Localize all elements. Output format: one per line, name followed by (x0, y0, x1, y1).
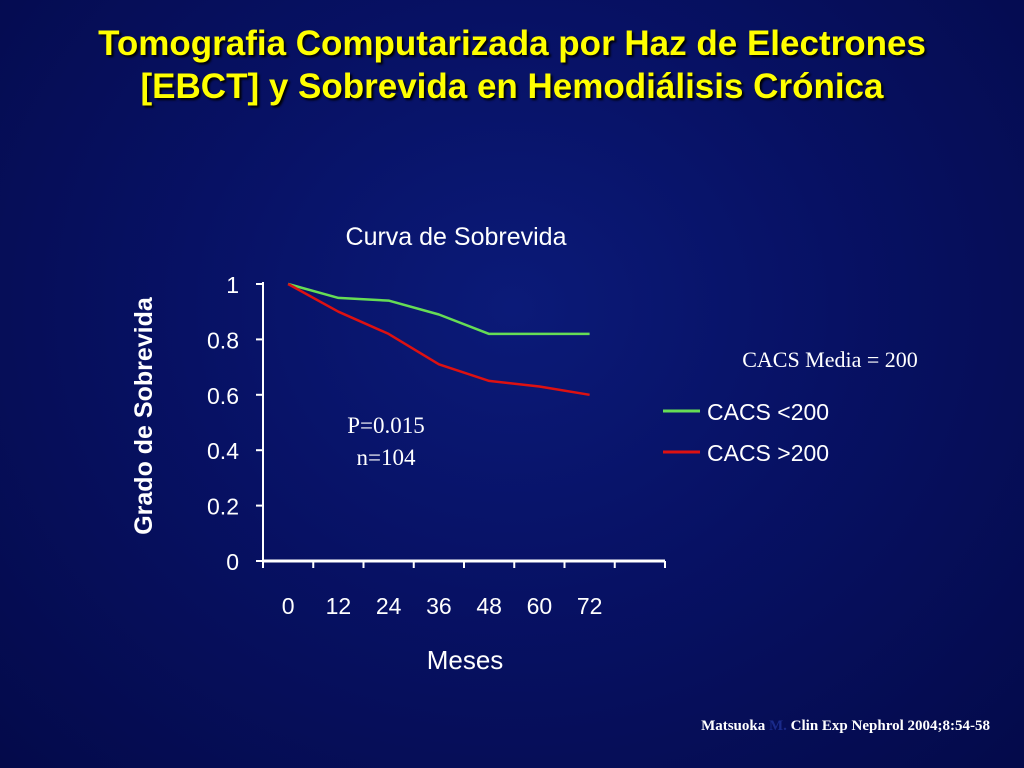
x-tick-label: 48 (476, 593, 502, 619)
citation: Matsuoka M. Clin Exp Nephrol 2004;8:54-5… (701, 718, 990, 735)
x-tick-label: 24 (376, 593, 402, 619)
y-axis-label: Grado de Sobrevida (130, 296, 158, 535)
x-tick-label: 36 (426, 593, 452, 619)
citation-author: Matsuoka (701, 718, 766, 734)
y-tick-label: 0 (226, 549, 239, 575)
citation-reference: Clin Exp Nephrol 2004;8:54-58 (790, 718, 990, 734)
x-axis-label: Meses (427, 645, 504, 675)
legend-label: CACS >200 (707, 440, 829, 466)
legend-label: CACS <200 (707, 399, 829, 425)
series-line-cacs-low (287, 282, 590, 336)
x-tick-label: 12 (326, 593, 352, 619)
x-tick-label: 0 (282, 593, 295, 619)
y-tick-label: 0.8 (207, 327, 239, 353)
x-tick-label: 60 (527, 593, 553, 619)
slide-title-line-2: [EBCT] y Sobrevida en Hemodiálisis Cróni… (140, 67, 884, 106)
x-tick-label: 72 (577, 593, 603, 619)
p-value-text: P=0.015 (347, 413, 425, 438)
series-line-cacs-high (287, 282, 590, 397)
slide-title: Tomografia Computarizada por Haz de Elec… (0, 22, 1024, 108)
citation-initial: M. (769, 718, 787, 734)
cacs-media-note: CACS Media = 200 (742, 347, 918, 372)
y-tick-label: 0.6 (207, 383, 239, 409)
chart-title: Curva de Sobrevida (346, 223, 567, 251)
n-value-text: n=104 (356, 445, 416, 470)
series-lines (287, 282, 590, 397)
y-tick-label: 0.2 (207, 494, 239, 520)
y-tick-label: 0.4 (207, 438, 239, 464)
slide-title-line-1: Tomografia Computarizada por Haz de Elec… (98, 24, 926, 63)
legend: CACS <200 CACS >200 (663, 399, 829, 466)
p-value-note: P=0.015 n=104 (316, 410, 456, 474)
y-tick-label: 1 (226, 272, 239, 298)
